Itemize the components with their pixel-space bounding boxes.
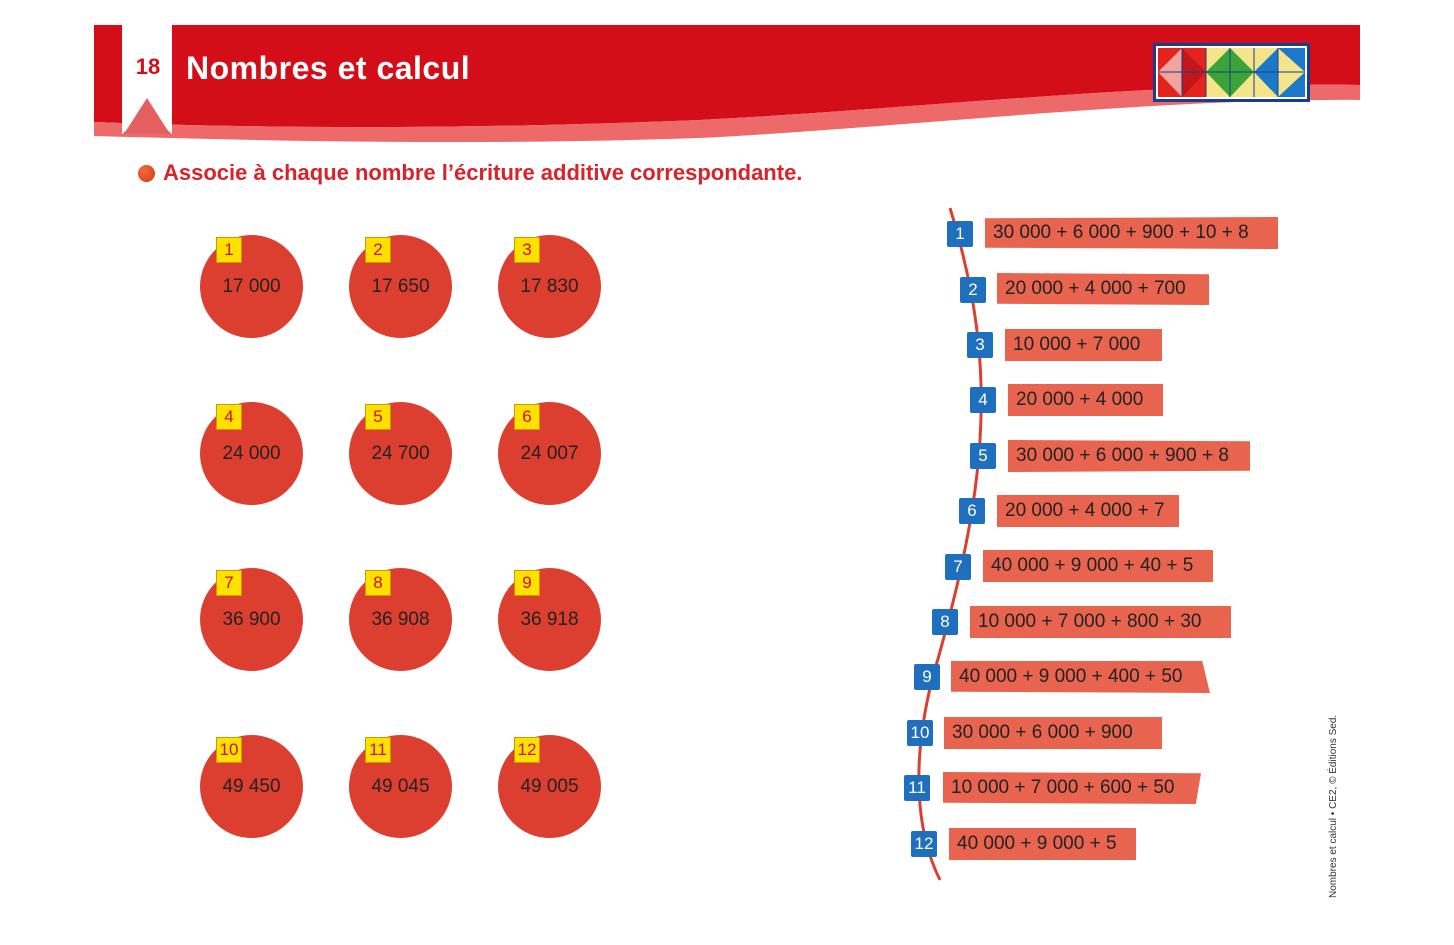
expression-tag-5: 5 — [970, 443, 996, 469]
number-value: 24 000 — [222, 442, 281, 464]
number-value: 24 007 — [520, 442, 579, 464]
expression-tag-7: 7 — [945, 554, 971, 580]
expression-tag-6: 6 — [959, 498, 985, 524]
number-tag-2: 2 — [365, 237, 391, 263]
expression-tag-10: 10 — [907, 720, 933, 746]
number-value: 49 045 — [371, 775, 430, 797]
expression-tag-8: 8 — [932, 609, 958, 635]
expression-strip-11[interactable]: 10 000 + 7 000 + 600 + 50 — [943, 772, 1201, 804]
expression-strip-6[interactable]: 20 000 + 4 000 + 7 — [997, 495, 1179, 527]
number-value: 36 908 — [371, 608, 430, 630]
page-number-tab — [122, 25, 172, 134]
number-tag-11: 11 — [365, 737, 391, 763]
expression-strip-7[interactable]: 40 000 + 9 000 + 40 + 5 — [983, 550, 1213, 582]
number-value: 17 830 — [520, 275, 579, 297]
expression-tag-3: 3 — [967, 332, 993, 358]
expression-strip-2[interactable]: 20 000 + 4 000 + 700 — [997, 273, 1209, 305]
number-value: 36 918 — [520, 608, 579, 630]
bullet-icon — [138, 164, 155, 182]
number-value: 49 005 — [520, 775, 579, 797]
number-tag-8: 8 — [365, 570, 391, 596]
number-tag-10: 10 — [216, 737, 242, 763]
expression-strip-8[interactable]: 10 000 + 7 000 + 800 + 30 — [970, 606, 1231, 638]
number-value: 24 700 — [371, 442, 430, 464]
expression-strip-4[interactable]: 20 000 + 4 000 — [1008, 384, 1163, 416]
expression-strip-10[interactable]: 30 000 + 6 000 + 900 — [944, 717, 1162, 749]
number-tag-3: 3 — [514, 237, 540, 263]
expression-strip-5[interactable]: 30 000 + 6 000 + 900 + 8 — [1008, 440, 1250, 472]
expression-strip-1[interactable]: 30 000 + 6 000 + 900 + 10 + 8 — [985, 217, 1278, 249]
instruction: Associe à chaque nombre l’écriture addit… — [138, 160, 802, 186]
page-title: Nombres et calcul — [186, 50, 471, 86]
number-tag-1: 1 — [216, 237, 242, 263]
expression-strip-12[interactable]: 40 000 + 9 000 + 5 — [949, 828, 1136, 860]
header-banner — [94, 25, 1360, 143]
number-value: 17 650 — [371, 275, 430, 297]
expression-tag-12: 12 — [911, 831, 937, 857]
number-tag-12: 12 — [514, 737, 540, 763]
number-value: 49 450 — [222, 775, 281, 797]
page-number: 18 — [135, 54, 161, 79]
expression-tag-9: 9 — [914, 664, 940, 690]
number-circle-9[interactable]: 36 918 — [498, 568, 601, 671]
expression-strip-3[interactable]: 10 000 + 7 000 — [1005, 329, 1162, 361]
number-tag-9: 9 — [514, 570, 540, 596]
expression-strip-9[interactable]: 40 000 + 9 000 + 400 + 50 — [951, 661, 1210, 693]
number-tag-6: 6 — [514, 404, 540, 430]
puzzle-logo-icon — [1153, 43, 1310, 102]
expression-tag-2: 2 — [960, 277, 986, 303]
number-tag-5: 5 — [365, 404, 391, 430]
number-value: 36 900 — [222, 608, 281, 630]
expression-tag-1: 1 — [947, 221, 973, 247]
number-tag-7: 7 — [216, 570, 242, 596]
expression-tag-11: 11 — [904, 775, 930, 801]
instruction-text: Associe à chaque nombre l’écriture addit… — [163, 160, 803, 185]
expression-tag-4: 4 — [970, 387, 996, 413]
number-value: 17 000 — [222, 275, 281, 297]
number-tag-4: 4 — [216, 404, 242, 430]
copyright-text: Nombres et calcul • CE2, © Éditions Sed. — [1328, 714, 1339, 898]
